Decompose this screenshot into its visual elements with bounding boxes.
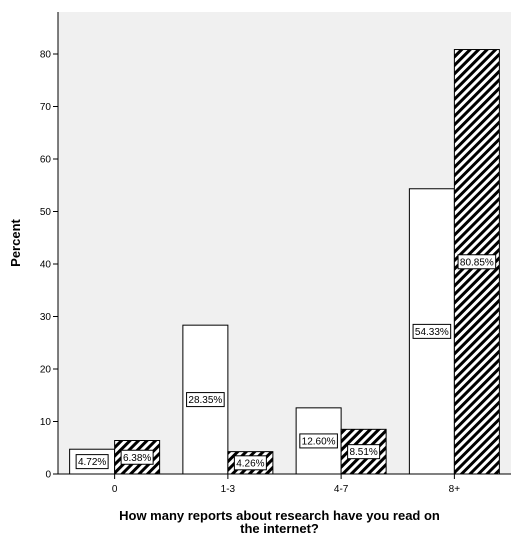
x-axis-title-line-2: the internet? [240,521,319,536]
data-label: 4.26% [236,458,264,469]
data-label: 8.51% [349,447,377,458]
x-tick-label: 0 [112,484,118,495]
y-tick-label: 20 [40,365,52,376]
data-label-box [233,455,267,471]
data-label-box [412,323,452,339]
data-label-box [75,454,109,470]
data-label-box [457,254,497,270]
y-tick-label: 40 [40,260,52,271]
data-label: 28.35% [188,395,222,406]
data-label: 6.38% [123,453,151,464]
data-label: 4.72% [78,457,106,468]
x-axis-title-line-1: How many reports about research have you… [119,508,440,523]
y-tick-label: 0 [45,470,51,481]
y-tick-label: 50 [40,207,52,218]
data-label-box [299,433,338,449]
y-tick-label: 10 [40,417,52,428]
y-tick-label: 60 [40,155,52,166]
x-tick-label: 1-3 [221,484,236,495]
x-tick-label: 8+ [449,484,461,495]
data-label: 54.33% [415,327,449,338]
x-tick-label: 4-7 [334,484,349,495]
y-tick-label: 70 [40,102,52,113]
data-label: 12.60% [302,436,336,447]
data-label-box [120,449,154,465]
y-axis-title: Percent [8,218,23,266]
data-label-box [347,444,381,460]
data-label-box [186,392,225,408]
data-label: 80.85% [460,257,494,268]
y-tick-label: 30 [40,312,52,323]
y-tick-label: 80 [40,50,52,61]
